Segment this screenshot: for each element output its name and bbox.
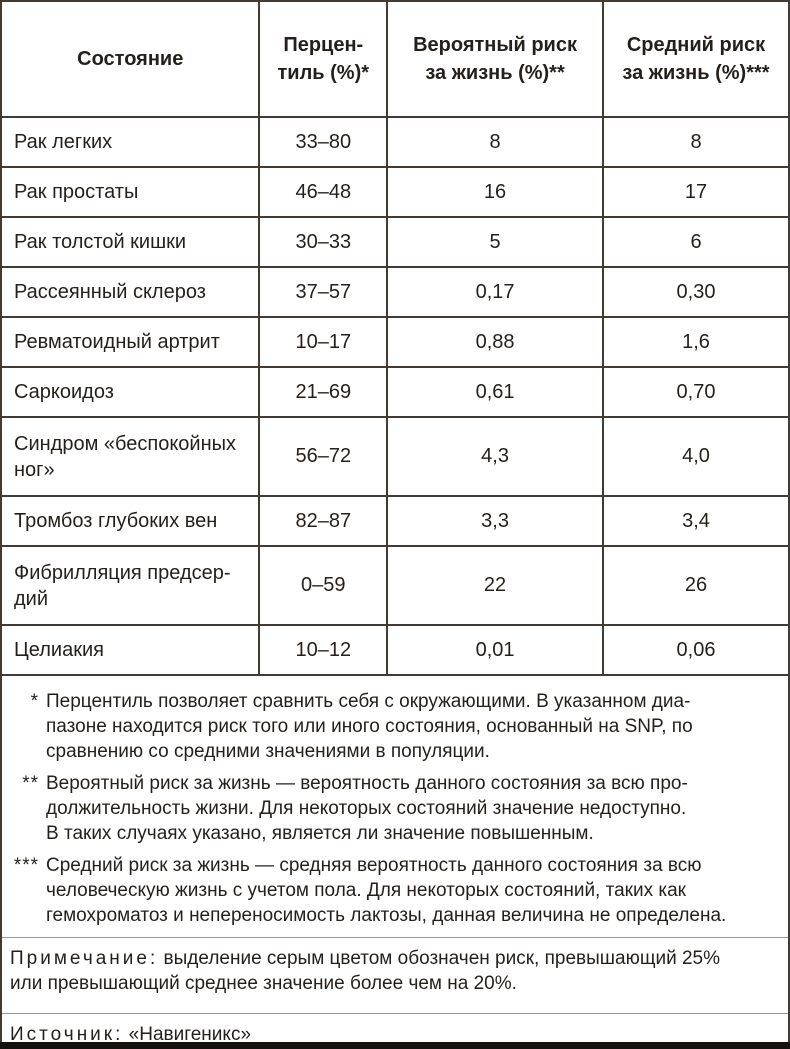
probable-risk-cell: 16 bbox=[386, 166, 604, 218]
table-row: Синдром «беспокойных ног» 56–72 4,3 4,0 bbox=[0, 416, 790, 497]
table-row: Тромбоз глубоких вен 82–87 3,3 3,4 bbox=[0, 495, 790, 547]
source-line: Источник: «Навигеникс» bbox=[2, 1013, 788, 1042]
footnote-percentile: * Перцентиль позволяет сравнить себя с о… bbox=[2, 689, 788, 764]
probable-risk-cell: 5 bbox=[386, 216, 604, 268]
table-row: Ревматоидный артрит 10–17 0,88 1,6 bbox=[0, 316, 790, 368]
table-row: Рассеянный склероз 37–57 0,17 0,30 bbox=[0, 266, 790, 318]
condition-cell: Фибрилляция предсер- дий bbox=[0, 545, 261, 626]
average-risk-cell: 26 bbox=[602, 545, 790, 626]
probable-risk-cell: 0,01 bbox=[386, 624, 604, 676]
average-risk-cell: 8 bbox=[602, 116, 790, 168]
column-header-average-risk: Средний риск за жизнь (%)*** bbox=[602, 0, 790, 118]
risk-table: Состояние Перцен- тиль (%)* Вероятный ри… bbox=[0, 0, 790, 676]
table-row: Фибрилляция предсер- дий 0–59 22 26 bbox=[0, 545, 790, 626]
probable-risk-cell: 3,3 bbox=[386, 495, 604, 547]
condition-cell: Рак легких bbox=[0, 116, 261, 168]
gray-highlight-note: Примечание: выделение серым цветом обозн… bbox=[2, 937, 788, 1003]
probable-risk-cell: 4,3 bbox=[386, 416, 604, 497]
percentile-cell: 33–80 bbox=[258, 116, 389, 168]
percentile-cell: 56–72 bbox=[258, 416, 389, 497]
probable-risk-cell: 22 bbox=[386, 545, 604, 626]
footnote-marker: *** bbox=[13, 855, 39, 876]
condition-cell: Тромбоз глубоких вен bbox=[0, 495, 261, 547]
average-risk-cell: 0,06 bbox=[602, 624, 790, 676]
average-risk-cell: 0,30 bbox=[602, 266, 790, 318]
header-row: Состояние Перцен- тиль (%)* Вероятный ри… bbox=[0, 0, 790, 118]
percentile-cell: 10–12 bbox=[258, 624, 389, 676]
footnote-marker: ** bbox=[22, 773, 39, 794]
condition-cell: Саркоидоз bbox=[0, 366, 261, 418]
average-risk-cell: 6 bbox=[602, 216, 790, 268]
percentile-cell: 10–17 bbox=[258, 316, 389, 368]
probable-risk-cell: 0,17 bbox=[386, 266, 604, 318]
percentile-cell: 0–59 bbox=[258, 545, 389, 626]
percentile-cell: 37–57 bbox=[258, 266, 389, 318]
footnotes-section: * Перцентиль позволяет сравнить себя с о… bbox=[0, 676, 790, 1042]
probable-risk-cell: 0,88 bbox=[386, 316, 604, 368]
condition-cell: Ревматоидный артрит bbox=[0, 316, 261, 368]
condition-cell: Рак толстой кишки bbox=[0, 216, 261, 268]
average-risk-cell: 1,6 bbox=[602, 316, 790, 368]
condition-cell: Целиакия bbox=[0, 624, 261, 676]
condition-cell: Синдром «беспокойных ног» bbox=[0, 416, 261, 497]
source-value: «Навигеникс» bbox=[123, 1024, 252, 1042]
note-text: выделение серым цветом обозначен риск, п… bbox=[10, 948, 720, 994]
footnote-text: Средний риск за жизнь — средняя вероятно… bbox=[46, 855, 727, 926]
condition-cell: Рак простаты bbox=[0, 166, 261, 218]
condition-cell: Рассеянный склероз bbox=[0, 266, 261, 318]
average-risk-cell: 17 bbox=[602, 166, 790, 218]
source-label: Источник: bbox=[10, 1024, 124, 1042]
column-header-percentile: Перцен- тиль (%)* bbox=[258, 0, 389, 118]
percentile-cell: 82–87 bbox=[258, 495, 389, 547]
table-row: Рак легких 33–80 8 8 bbox=[0, 116, 790, 168]
footnote-probable-risk: ** Вероятный риск за жизнь — вероятность… bbox=[2, 771, 788, 846]
footnote-average-risk: *** Средний риск за жизнь — средняя веро… bbox=[2, 853, 788, 928]
footnote-text: Вероятный риск за жизнь — вероятность да… bbox=[46, 773, 688, 844]
average-risk-cell: 3,4 bbox=[602, 495, 790, 547]
probable-risk-cell: 0,61 bbox=[386, 366, 604, 418]
column-header-probable-risk: Вероятный риск за жизнь (%)** bbox=[386, 0, 604, 118]
percentile-cell: 21–69 bbox=[258, 366, 389, 418]
table-row: Целиакия 10–12 0,01 0,06 bbox=[0, 624, 790, 676]
column-header-condition: Состояние bbox=[0, 0, 261, 118]
percentile-cell: 46–48 bbox=[258, 166, 389, 218]
probable-risk-cell: 8 bbox=[386, 116, 604, 168]
note-label: Примечание: bbox=[10, 948, 159, 969]
table-row: Рак простаты 46–48 16 17 bbox=[0, 166, 790, 218]
footnote-text: Перцентиль позволяет сравнить себя с окр… bbox=[46, 691, 693, 762]
footnote-marker: * bbox=[30, 691, 39, 712]
average-risk-cell: 0,70 bbox=[602, 366, 790, 418]
table-row: Саркоидоз 21–69 0,61 0,70 bbox=[0, 366, 790, 418]
average-risk-cell: 4,0 bbox=[602, 416, 790, 497]
table-row: Рак толстой кишки 30–33 5 6 bbox=[0, 216, 790, 268]
percentile-cell: 30–33 bbox=[258, 216, 389, 268]
